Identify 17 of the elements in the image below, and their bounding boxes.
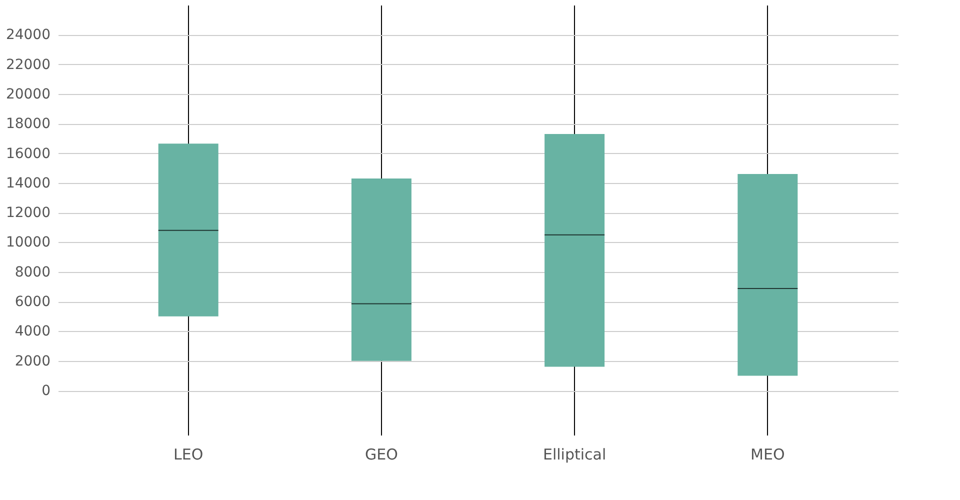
y-tick-label: 18000 bbox=[6, 116, 50, 132]
x-tick-label: Elliptical bbox=[542, 446, 606, 464]
y-tick-label: 22000 bbox=[6, 56, 50, 73]
y-tick-label: 16000 bbox=[6, 146, 50, 162]
y-tick-label: 12000 bbox=[6, 205, 50, 222]
y-tick-label: 10000 bbox=[6, 234, 50, 251]
y-tick-label: 24000 bbox=[6, 27, 50, 44]
y-tick-label: 4000 bbox=[14, 324, 50, 340]
x-tick-label: MEO bbox=[750, 446, 785, 464]
x-tick-label: GEO bbox=[364, 446, 398, 464]
y-tick-label: 8000 bbox=[14, 264, 50, 280]
y-tick-label: 14000 bbox=[6, 175, 50, 192]
y-tick-label: 6000 bbox=[14, 294, 50, 310]
y-tick-label: 0 bbox=[42, 383, 50, 400]
y-tick-label: 2000 bbox=[14, 353, 50, 370]
x-tick-label: LEO bbox=[174, 446, 204, 464]
y-tick-label: 20000 bbox=[6, 86, 50, 102]
